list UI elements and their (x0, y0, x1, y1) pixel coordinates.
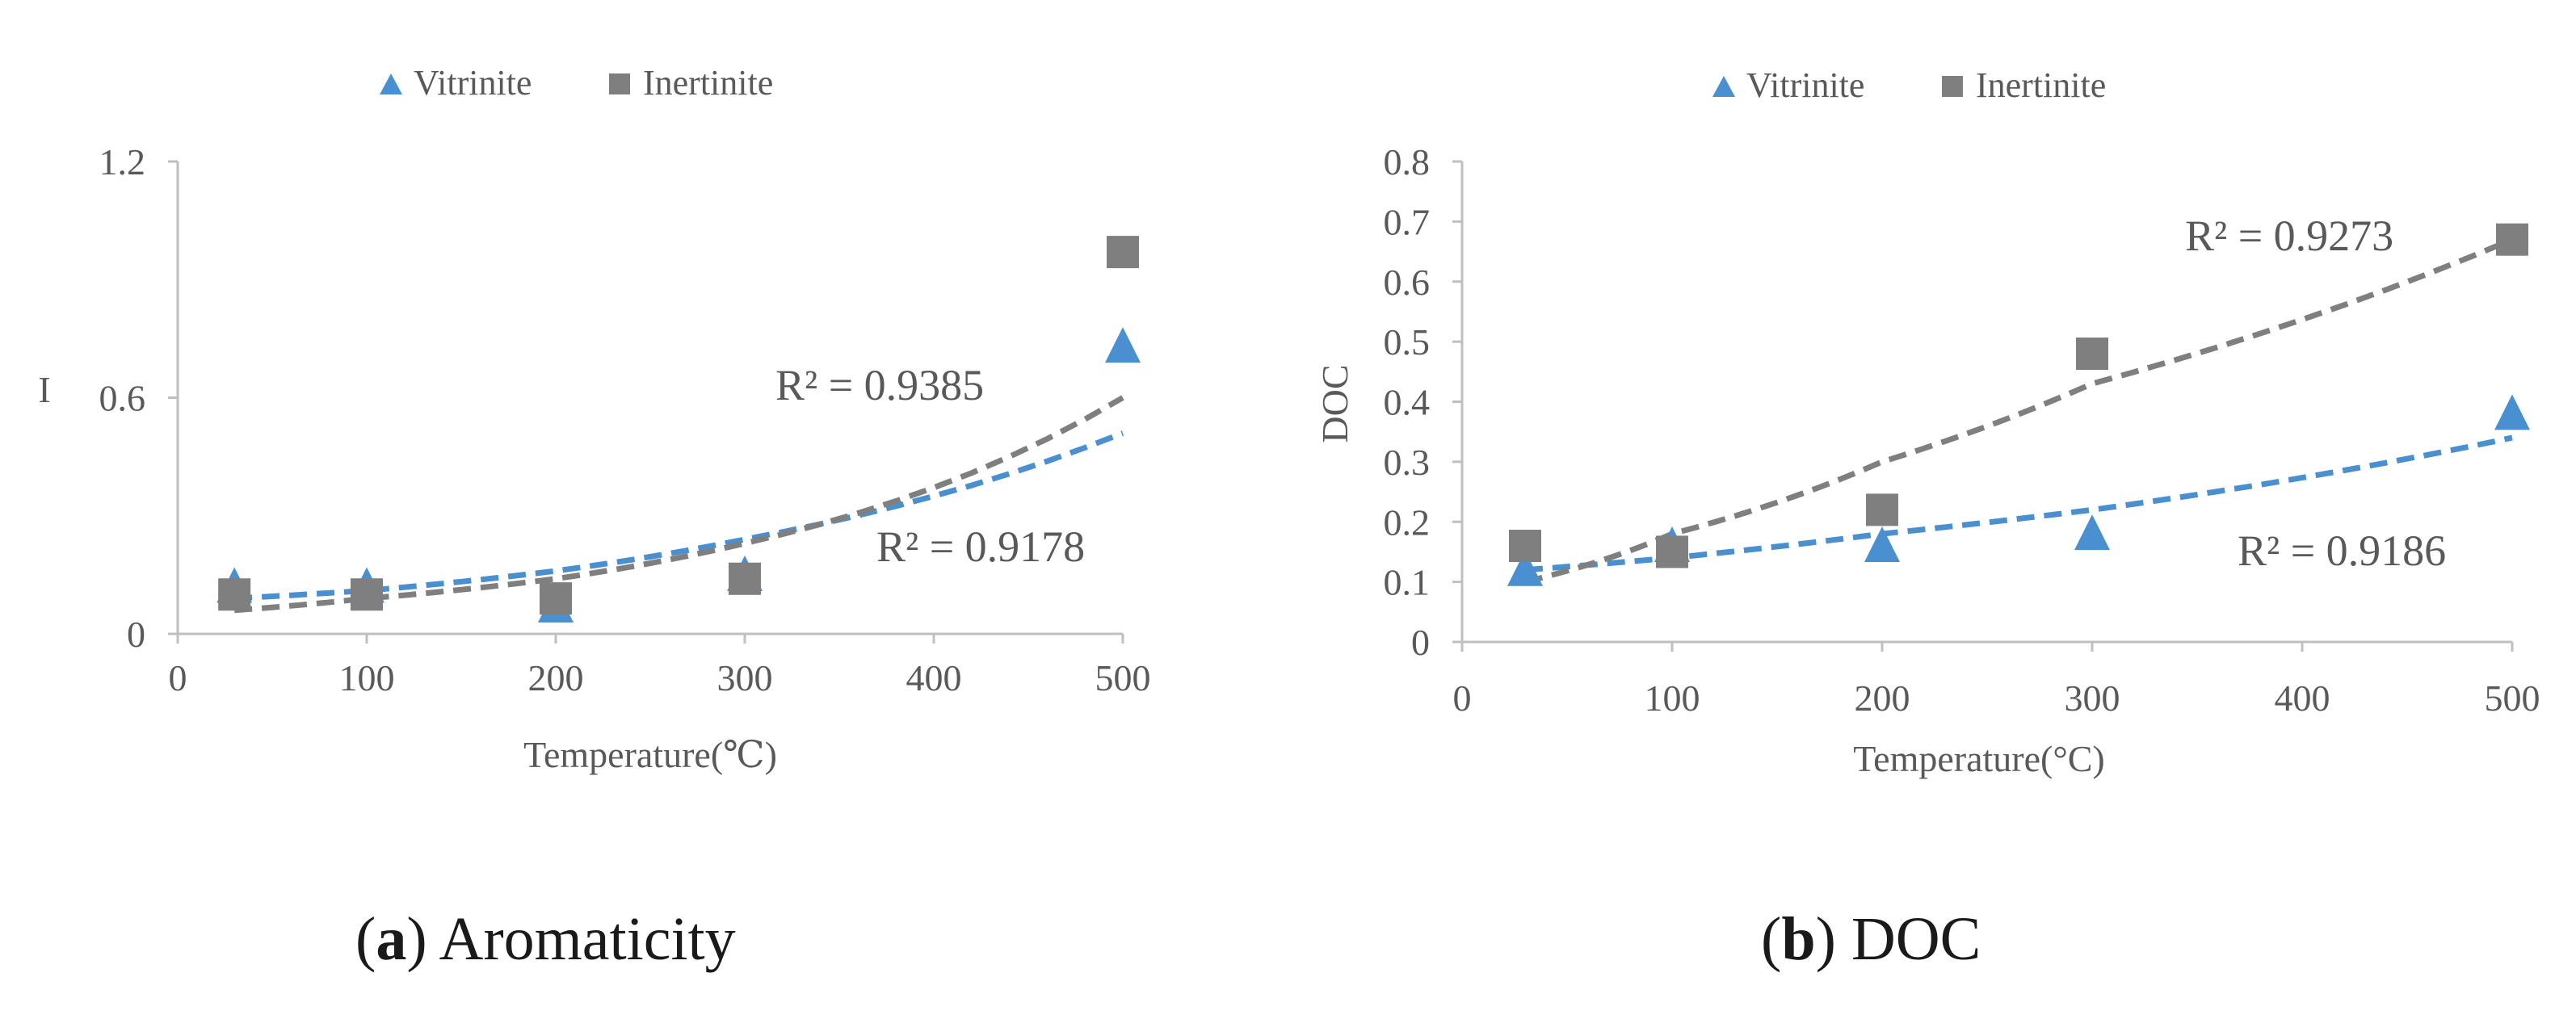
caption-a: (a) Aromaticity (355, 905, 736, 973)
chart-b-point-vitrinite (2074, 514, 2110, 551)
chart-b-r2-label-inertinite: R² = 0.9273 (2185, 212, 2393, 260)
chart-b-x-tick-label: 100 (1645, 677, 1700, 719)
chart-b-y-tick-label: 0.5 (1384, 321, 1431, 363)
chart-a-point-inertinite (729, 562, 761, 595)
chart-a-point-inertinite (351, 578, 383, 611)
chart-a-legend-marker-vitrinite (380, 73, 402, 94)
chart-b-legend-marker-inertinite (1942, 76, 1963, 97)
chart-b-x-tick-label: 400 (2275, 677, 2330, 719)
chart-b-point-vitrinite (2494, 394, 2530, 430)
chart-b-x-tick-label: 300 (2065, 677, 2120, 719)
caption-b: (b) DOC (1761, 905, 1981, 973)
chart-b-x-tick-label: 0 (1453, 677, 1472, 719)
chart-a-x-tick-label: 400 (906, 657, 962, 698)
chart-b-y-tick-label: 0.4 (1384, 382, 1431, 423)
caption-a-text: Aromaticity (439, 905, 736, 973)
chart-b-legend: Vitrinite Inertinite (1712, 65, 2106, 105)
chart-b-point-inertinite (1509, 530, 1541, 562)
chart-a-y-axis-label: I (38, 369, 50, 410)
chart-b-point-vitrinite (1864, 526, 1900, 562)
chart-a-x-tick-label: 300 (717, 657, 773, 698)
chart-b-legend-label-vitrinite: Vitrinite (1746, 65, 1864, 105)
chart-a-point-inertinite (540, 582, 572, 615)
chart-b-point-inertinite (2496, 223, 2528, 256)
chart-a-legend-label-vitrinite: Vitrinite (414, 63, 532, 103)
chart-b-y-tick-label: 0.7 (1384, 201, 1431, 242)
chart-a-x-tick-label: 0 (169, 657, 187, 698)
chart-a-point-inertinite (218, 578, 251, 611)
chart-b-legend-label-inertinite: Inertinite (1976, 65, 2106, 105)
caption-b-text: DOC (1851, 905, 1981, 973)
chart-b-point-inertinite (1866, 493, 1898, 526)
chart-a-aromaticity: 0 0.6 1.2 0 100 200 300 400 500 Temperature(℃) I Vi… (38, 63, 1150, 775)
chart-a-y-tick-label: 0.6 (99, 378, 146, 419)
chart-a-x-tick-label: 100 (339, 657, 395, 698)
caption-a-letter: a (376, 905, 407, 973)
chart-b-legend-marker-vitrinite (1712, 76, 1735, 97)
chart-b-point-inertinite (2076, 338, 2108, 370)
chart-b-y-tick-label: 0.8 (1384, 141, 1431, 182)
caption-b-letter: b (1781, 905, 1816, 973)
chart-b-y-tick-label: 0.2 (1384, 501, 1431, 543)
chart-a-y-tick-label: 1.2 (99, 141, 146, 182)
chart-a-legend: Vitrinite Inertinite (380, 63, 773, 103)
chart-a-r2-label-vitrinite: R² = 0.9178 (876, 522, 1085, 571)
chart-a-point-vitrinite (1105, 327, 1141, 363)
chart-a-trendline-vitrinite (234, 430, 1124, 602)
chart-b-point-inertinite (1656, 535, 1688, 568)
chart-b-y-tick-label: 0 (1411, 622, 1430, 663)
chart-a-trendline-inertinite (233, 395, 1124, 614)
chart-a-x-tick-label: 500 (1095, 657, 1151, 698)
chart-a-legend-label-inertinite: Inertinite (643, 63, 773, 103)
chart-b-doc: 0 0.1 0.2 0.3 0.4 0.5 0.6 0.7 0.8 0 100 200 300 400 50… (1314, 65, 2540, 779)
chart-b-y-axis-label: DOC (1314, 364, 1355, 442)
chart-b-x-tick-label: 200 (1855, 677, 1910, 719)
chart-a-y-tick-label: 0 (127, 614, 145, 655)
chart-b-y-tick-label: 0.1 (1384, 562, 1431, 603)
chart-a-point-inertinite (1107, 236, 1139, 269)
chart-b-x-tick-label: 500 (2485, 677, 2540, 719)
chart-b-r2-label-vitrinite: R² = 0.9186 (2238, 526, 2446, 575)
chart-b-trendline-inertinite (1524, 237, 2514, 585)
chart-b-y-tick-label: 0.3 (1384, 442, 1431, 483)
chart-a-legend-marker-inertinite (609, 73, 630, 94)
chart-a-x-axis-label: Temperature(℃) (523, 734, 777, 775)
chart-b-x-axis-label: Temperature(°C) (1853, 738, 2104, 779)
chart-b-y-tick-label: 0.6 (1384, 262, 1431, 303)
chart-b-point-vitrinite (1507, 550, 1543, 586)
chart-a-x-tick-label: 200 (528, 657, 584, 698)
chart-a-r2-label-inertinite: R² = 0.9385 (775, 361, 984, 409)
